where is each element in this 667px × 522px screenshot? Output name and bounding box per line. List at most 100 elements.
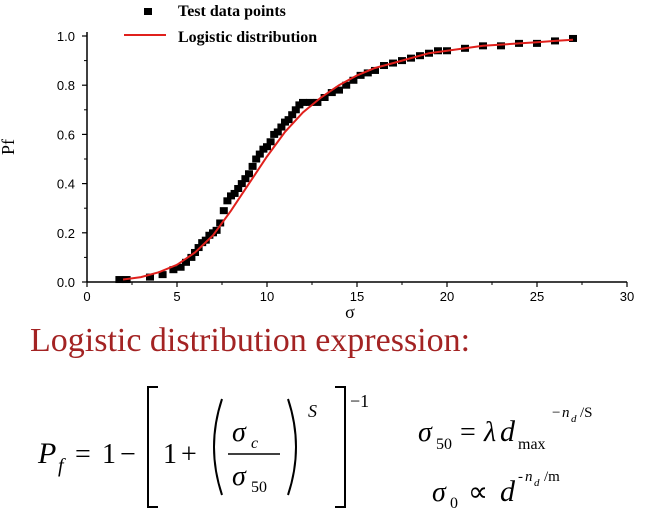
test-data-point	[115, 276, 124, 284]
f3-exp-neg: -	[518, 469, 523, 485]
formula-eq: =	[75, 439, 91, 470]
sigma50-formula: σ 50 = λ d max − n d /S	[418, 405, 593, 453]
expression-heading: Logistic distribution expression:	[30, 322, 471, 359]
legend: Test data points Logistic distribution	[124, 3, 317, 46]
test-data-point	[194, 244, 203, 252]
test-data-point	[255, 150, 264, 158]
bracket-left	[147, 386, 158, 508]
test-data-point	[263, 143, 271, 151]
test-data-point	[158, 271, 167, 279]
test-data-point	[288, 111, 297, 119]
exp-neg1: −1	[350, 391, 369, 411]
bracket-right	[335, 386, 346, 508]
x-tick-label: 30	[620, 289, 634, 304]
frac-den-sub: 50	[251, 479, 267, 496]
f2-d: d	[500, 415, 516, 448]
test-data-point	[187, 253, 196, 261]
test-data-point	[241, 175, 250, 183]
test-data-point	[273, 128, 282, 136]
frac-den-sigma: σ	[232, 461, 247, 492]
x-tick-label: 15	[350, 289, 364, 304]
f3-d: d	[500, 475, 516, 508]
y-tick-label: 0.2	[57, 226, 75, 241]
frac-num-sigma: σ	[232, 417, 247, 448]
test-data-point	[356, 71, 365, 79]
test-data-point	[169, 266, 178, 274]
test-data-point	[342, 81, 351, 89]
test-data-point	[371, 66, 379, 74]
test-data-point	[434, 47, 442, 55]
test-data-point	[277, 123, 286, 131]
test-data-point	[146, 273, 154, 281]
formula-minus: −	[120, 439, 136, 470]
data-layer	[115, 34, 577, 284]
test-data-point	[237, 180, 246, 188]
test-data-point	[248, 162, 257, 170]
test-data-point	[320, 94, 329, 101]
sigma0-formula: σ 0 ∝ d - n d /m	[432, 469, 560, 512]
paren-right	[287, 398, 297, 496]
x-axis-label: σ	[345, 302, 355, 320]
test-data-point	[533, 39, 541, 47]
test-data-point	[363, 69, 372, 77]
f2-exp-tail: /S	[580, 405, 593, 421]
test-data-point	[284, 116, 293, 124]
test-data-point	[313, 98, 322, 106]
x-tick-label: 10	[260, 289, 274, 304]
f2-eq: =	[460, 417, 476, 448]
f3-exp-tail: /m	[544, 469, 560, 485]
x-tick-label: 0	[83, 289, 90, 304]
test-data-point	[335, 86, 343, 94]
logistic-curve	[122, 38, 574, 281]
y-tick-label: 0.4	[57, 177, 75, 192]
x-tick-label: 20	[440, 289, 454, 304]
f3-sub: 0	[450, 495, 458, 512]
y-axis-label: Pf	[0, 139, 18, 155]
formula-one: 1	[102, 439, 116, 470]
legend-label-logistic: Logistic distribution	[178, 29, 317, 46]
formula-plus: +	[181, 439, 197, 470]
legend-marker-test-data	[144, 8, 152, 15]
test-data-point	[497, 42, 505, 50]
y-tick-label: 0.6	[57, 127, 75, 142]
test-data-point	[201, 236, 210, 244]
f2-lambda: λ	[483, 417, 496, 448]
test-data-point	[216, 219, 225, 227]
paren-left	[213, 398, 223, 496]
test-data-point	[176, 263, 185, 271]
f2-sub: 50	[436, 436, 452, 453]
main-formula: P f = 1 − 1 + σ c σ 50 S −1	[37, 386, 369, 508]
test-data-point	[299, 98, 307, 106]
tick-layer: 0 5 10 15 20 25 30 0.0 0.2 0.4 0.6 0.8 1.0	[57, 29, 634, 304]
test-data-point	[234, 185, 243, 193]
x-tick-label: 5	[173, 289, 180, 304]
axes	[86, 32, 627, 283]
formula-lhs-p: P	[37, 437, 56, 470]
f2-exp-n: n	[562, 405, 570, 421]
f2-sigma: σ	[418, 417, 433, 448]
test-data-point	[306, 98, 315, 106]
f2-max: max	[518, 436, 546, 453]
f2-exp-nsub: d	[571, 413, 577, 425]
test-data-point	[266, 138, 275, 146]
x-tick-label: 25	[530, 289, 544, 304]
test-data-point	[219, 207, 228, 215]
test-data-point	[327, 89, 336, 97]
y-tick-label: 1.0	[57, 29, 75, 44]
test-data-point	[349, 76, 358, 84]
test-data-point	[230, 189, 239, 197]
legend-label-test-data: Test data points	[178, 3, 286, 20]
f3-sigma: σ	[432, 477, 447, 508]
formula-one-inner: 1	[163, 439, 177, 470]
y-tick-label: 0.0	[57, 275, 75, 290]
f2-exp-neg: −	[552, 405, 560, 421]
cdf-chart: 0 5 10 15 20 25 30 0.0 0.2 0.4 0.6 0.8 1.0 Pf σ Test…	[0, 3, 634, 320]
test-data-point	[252, 155, 261, 163]
formula-block: P f = 1 − 1 + σ c σ 50 S −1 σ 50 = λ d m…	[37, 386, 593, 512]
test-data-point	[223, 197, 232, 205]
exp-s: S	[308, 401, 317, 421]
test-data-point	[245, 170, 253, 178]
f3-exp-n: n	[525, 469, 533, 485]
frac-num-sub: c	[251, 435, 258, 452]
formula-lhs-sub: f	[58, 455, 66, 477]
